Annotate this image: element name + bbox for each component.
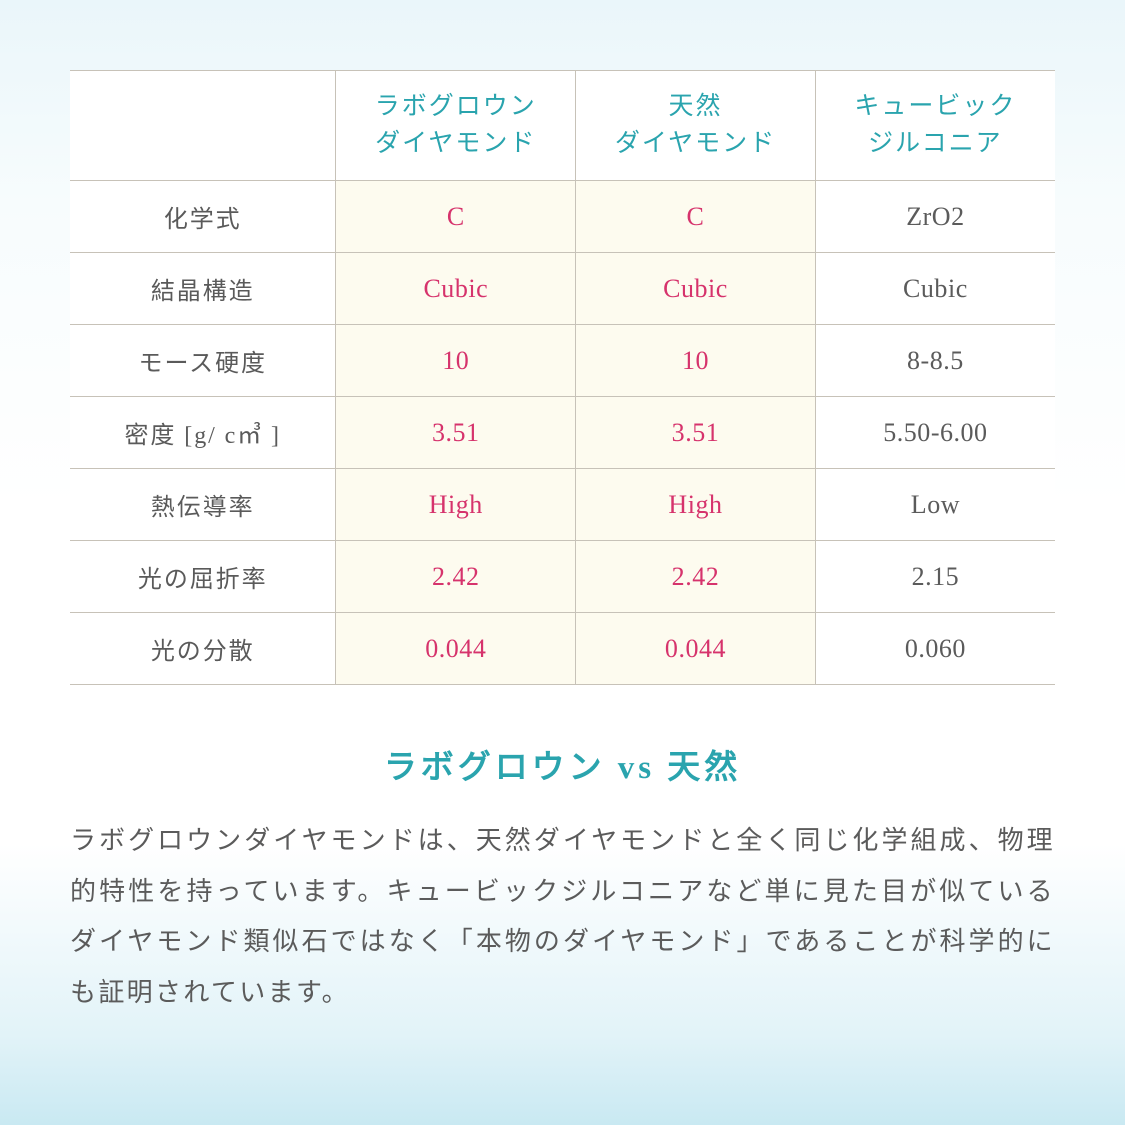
cell: High	[576, 469, 816, 541]
table-row: 光の屈折率 2.42 2.42 2.15	[70, 541, 1055, 613]
cell: 0.044	[336, 613, 576, 685]
row-label: 熱伝導率	[70, 469, 336, 541]
cell: High	[336, 469, 576, 541]
cell: Low	[815, 469, 1055, 541]
cell: 2.15	[815, 541, 1055, 613]
cell: ZrO2	[815, 181, 1055, 253]
table-header-row: ラボグロウンダイヤモンド 天然ダイヤモンド キュービックジルコニア	[70, 71, 1055, 181]
table-row: 化学式 C C ZrO2	[70, 181, 1055, 253]
cell: 2.42	[576, 541, 816, 613]
table-header-col3: キュービックジルコニア	[815, 71, 1055, 181]
cell: 3.51	[576, 397, 816, 469]
cell: C	[576, 181, 816, 253]
row-label: 光の屈折率	[70, 541, 336, 613]
table-row: 密度 [g/ c㎥ ] 3.51 3.51 5.50-6.00	[70, 397, 1055, 469]
table-row: 結晶構造 Cubic Cubic Cubic	[70, 253, 1055, 325]
table-row: 光の分散 0.044 0.044 0.060	[70, 613, 1055, 685]
row-label: 密度 [g/ c㎥ ]	[70, 397, 336, 469]
row-label: 光の分散	[70, 613, 336, 685]
cell: Cubic	[576, 253, 816, 325]
table-row: 熱伝導率 High High Low	[70, 469, 1055, 541]
cell: Cubic	[336, 253, 576, 325]
row-label: モース硬度	[70, 325, 336, 397]
table-header-col2: 天然ダイヤモンド	[576, 71, 816, 181]
cell: Cubic	[815, 253, 1055, 325]
table-row: モース硬度 10 10 8-8.5	[70, 325, 1055, 397]
cell: 3.51	[336, 397, 576, 469]
cell: 2.42	[336, 541, 576, 613]
cell: 0.060	[815, 613, 1055, 685]
cell: 5.50-6.00	[815, 397, 1055, 469]
row-label: 結晶構造	[70, 253, 336, 325]
cell: 0.044	[576, 613, 816, 685]
section-heading: ラボグロウン vs 天然	[70, 740, 1055, 788]
table-header-col1: ラボグロウンダイヤモンド	[336, 71, 576, 181]
description-paragraph: ラボグロウンダイヤモンドは、天然ダイヤモンドと全く同じ化学組成、物理的特性を持っ…	[70, 816, 1055, 1019]
cell: 8-8.5	[815, 325, 1055, 397]
cell: 10	[336, 325, 576, 397]
table-header-blank	[70, 71, 336, 181]
comparison-table: ラボグロウンダイヤモンド 天然ダイヤモンド キュービックジルコニア 化学式 C …	[70, 70, 1055, 685]
row-label: 化学式	[70, 181, 336, 253]
cell: 10	[576, 325, 816, 397]
cell: C	[336, 181, 576, 253]
